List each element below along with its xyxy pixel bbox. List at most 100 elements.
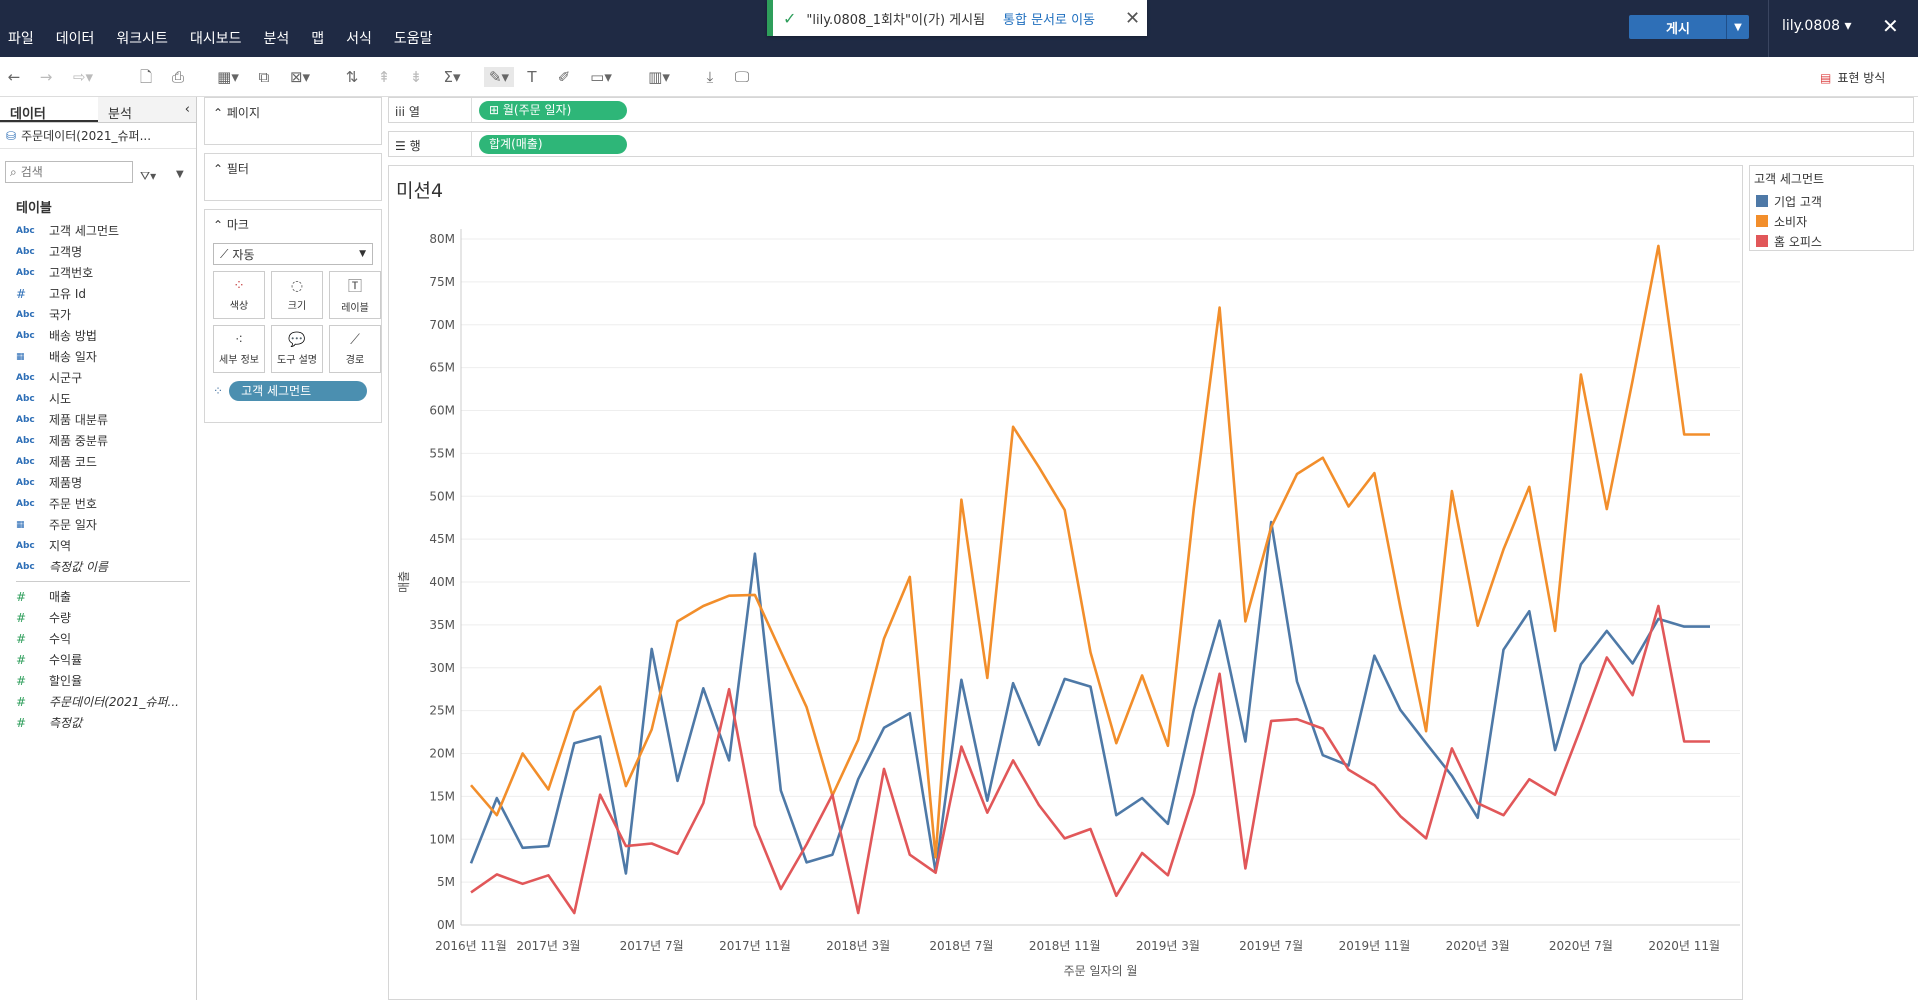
totals-icon[interactable]: Σ▾ bbox=[443, 68, 461, 86]
size-label: 크기 bbox=[287, 301, 307, 312]
show-cards-icon[interactable]: ▥▾ bbox=[648, 68, 670, 86]
marks-card: ⌃ 마크 ⟋ 자동 ▼ ⁘ 색상 ◌ 크기 🅃 레이블 ⁖ 세부 정보 💬 도구 설명 ⟋… bbox=[204, 209, 382, 423]
x-tick-label: 2018년 3월 bbox=[826, 939, 890, 953]
dimension-field[interactable]: Abc 지역 bbox=[0, 535, 196, 556]
dimension-field[interactable]: Abc 제품명 bbox=[0, 472, 196, 493]
search-input[interactable] bbox=[20, 165, 121, 179]
string-type-icon: Abc bbox=[16, 414, 35, 425]
color-button[interactable]: ⁘ 색상 bbox=[213, 271, 265, 319]
string-type-icon: Abc bbox=[16, 561, 35, 572]
dimension-field[interactable]: Abc 제품 대분류 bbox=[0, 409, 196, 430]
datasource-item[interactable]: ⛁ 주문데이터(2021_슈퍼... bbox=[0, 123, 196, 149]
calendar-icon: ▦ bbox=[16, 351, 25, 362]
new-datasource-icon[interactable]: 🗋 bbox=[139, 68, 153, 86]
menu-format[interactable]: 서식 bbox=[346, 31, 372, 47]
replay-icon[interactable]: ⇨▾ bbox=[72, 68, 94, 86]
segment-color-pill[interactable]: 고객 세그먼트 bbox=[229, 381, 368, 401]
filters-header[interactable]: ⌃ 필터 bbox=[213, 162, 249, 176]
measure-field[interactable]: # 수익률 bbox=[0, 649, 196, 670]
y-tick-label: 70M bbox=[429, 318, 455, 332]
fit-icon[interactable]: ▭▾ bbox=[590, 68, 612, 86]
label-button[interactable]: 🅃 레이블 bbox=[329, 271, 381, 319]
user-menu[interactable]: lily.0808 ▾ bbox=[1782, 18, 1852, 34]
dimension-field[interactable]: Abc 제품 코드 bbox=[0, 451, 196, 472]
measure-field[interactable]: # 수익 bbox=[0, 628, 196, 649]
menu-data[interactable]: 데이터 bbox=[55, 31, 95, 47]
tooltip-button[interactable]: 💬 도구 설명 bbox=[271, 325, 323, 373]
rows-shelf: ☰ 행 합계(매출) bbox=[388, 131, 1914, 157]
publish-button[interactable]: 게시 bbox=[1629, 15, 1749, 39]
close-icon[interactable]: ✕ bbox=[1125, 7, 1141, 29]
dimension-field[interactable]: Abc 시군구 bbox=[0, 367, 196, 388]
mark-type-select[interactable]: ⟋ 자동 ▼ bbox=[213, 243, 373, 265]
dimension-field[interactable]: Abc 주문 번호 bbox=[0, 493, 196, 514]
measure-field[interactable]: # 할인율 bbox=[0, 670, 196, 691]
dimension-field[interactable]: Abc 고객번호 bbox=[0, 262, 196, 283]
field-label: 시군구 bbox=[49, 371, 83, 385]
path-button[interactable]: ⟋ 경로 bbox=[329, 325, 381, 373]
undo-icon[interactable]: ← bbox=[7, 68, 21, 86]
line-chart[interactable]: 0M 5M 10M 15M 20M 25M 30M 35M 40M 45M 50M 55M 60M 65M… bbox=[388, 165, 1743, 1000]
swap-icon[interactable]: ⇅ bbox=[345, 68, 359, 86]
legend-item-consumer[interactable]: 소비자 bbox=[1750, 211, 1913, 231]
sort-ascending-icon[interactable]: ⇞ bbox=[377, 68, 391, 86]
sort-descending-icon[interactable]: ⇟ bbox=[409, 68, 423, 86]
rows-pill[interactable]: 합계(매출) bbox=[479, 135, 627, 154]
legend-swatch bbox=[1756, 195, 1768, 207]
presentation-icon[interactable]: 🖵 bbox=[734, 68, 750, 86]
columns-pill[interactable]: ⊞ 월(주문 일자) bbox=[479, 101, 627, 120]
filter-funnel-icon[interactable]: ⛛▾ bbox=[140, 169, 157, 183]
x-tick-label: 2019년 3월 bbox=[1136, 939, 1200, 953]
x-tick-label: 2017년 7월 bbox=[620, 939, 684, 953]
menu-help[interactable]: 도움말 bbox=[393, 31, 433, 47]
dimension-field[interactable]: ▦ 주문 일자 bbox=[0, 514, 196, 535]
dimension-field[interactable]: ▦ 배송 일자 bbox=[0, 346, 196, 367]
size-button[interactable]: ◌ 크기 bbox=[271, 271, 323, 319]
tab-data[interactable]: 데이터 bbox=[0, 97, 98, 122]
dimension-field[interactable]: Abc 고객명 bbox=[0, 241, 196, 262]
legend-item-home-office[interactable]: 홈 오피스 bbox=[1750, 231, 1913, 251]
dimension-field[interactable]: Abc 제품 중분류 bbox=[0, 430, 196, 451]
redo-icon[interactable]: → bbox=[39, 68, 53, 86]
menu-file[interactable]: 파일 bbox=[8, 31, 34, 47]
legend-item-corporate[interactable]: 기업 고객 bbox=[1750, 191, 1913, 211]
clear-sheet-icon[interactable]: ⊠▾ bbox=[289, 68, 311, 86]
publish-dropdown-chevron-icon[interactable]: ▼ bbox=[1726, 15, 1749, 39]
dimension-field[interactable]: # 고유 Id bbox=[0, 283, 196, 304]
show-me-button[interactable]: ▤ 표현 방식 bbox=[1820, 69, 1885, 86]
series-line-corporate[interactable] bbox=[469, 520, 1710, 875]
dimension-field[interactable]: Abc 측정값 이름 bbox=[0, 556, 196, 577]
show-labels-icon[interactable]: T bbox=[527, 68, 537, 86]
download-icon[interactable]: ⤓ bbox=[706, 68, 714, 86]
dimension-field[interactable]: Abc 배송 방법 bbox=[0, 325, 196, 346]
duplicate-sheet-icon[interactable]: ⧉ bbox=[258, 68, 270, 86]
marks-header[interactable]: ⌃ 마크 bbox=[213, 218, 249, 232]
close-editor-icon[interactable]: ✕ bbox=[1882, 14, 1899, 38]
highlight-icon[interactable]: ✎▾ bbox=[484, 67, 514, 87]
menu-worksheet[interactable]: 워크시트 bbox=[116, 31, 168, 47]
go-to-workbook-link[interactable]: 통합 문서로 이동 bbox=[1003, 12, 1096, 28]
measure-field[interactable]: # 매출 bbox=[0, 586, 196, 607]
menu-dashboard[interactable]: 대시보드 bbox=[189, 31, 242, 47]
pane-menu-chevron-down-icon[interactable]: ▼ bbox=[176, 169, 184, 180]
detail-button[interactable]: ⁖ 세부 정보 bbox=[213, 325, 265, 373]
measure-field[interactable]: # 측정값 bbox=[0, 712, 196, 733]
menu-analysis[interactable]: 분석 bbox=[263, 31, 290, 47]
pages-header[interactable]: ⌃ 페이지 bbox=[213, 106, 260, 120]
dimension-field[interactable]: Abc 시도 bbox=[0, 388, 196, 409]
series-line-home-office[interactable] bbox=[470, 604, 1710, 915]
pause-updates-icon[interactable]: ⎙ bbox=[171, 68, 184, 86]
new-worksheet-icon[interactable]: ▦▾ bbox=[217, 68, 239, 86]
collapse-pane-icon[interactable]: ‹ bbox=[184, 102, 190, 117]
toolbar: ← → ⇨▾ 🗋 ⎙ ▦▾ ⧉ ⊠▾ ⇅ ⇞ ⇟ Σ▾ ✎▾ T ✐ ▭▾ ▥▾… bbox=[0, 57, 1918, 97]
measure-field[interactable]: # 수량 bbox=[0, 607, 196, 628]
dimension-field[interactable]: Abc 국가 bbox=[0, 304, 196, 325]
series-line-consumer[interactable] bbox=[470, 244, 1710, 859]
menu-map[interactable]: 맵 bbox=[311, 31, 325, 47]
dimension-field[interactable]: Abc 고객 세그먼트 bbox=[0, 220, 196, 241]
annotation-icon[interactable]: ✐ bbox=[557, 68, 571, 86]
string-type-icon: Abc bbox=[16, 267, 35, 278]
measure-field[interactable]: # 주문데이터(2021_슈퍼... bbox=[0, 691, 196, 712]
y-tick-label: 60M bbox=[429, 404, 455, 418]
tab-analytics[interactable]: 분석 bbox=[98, 97, 196, 122]
